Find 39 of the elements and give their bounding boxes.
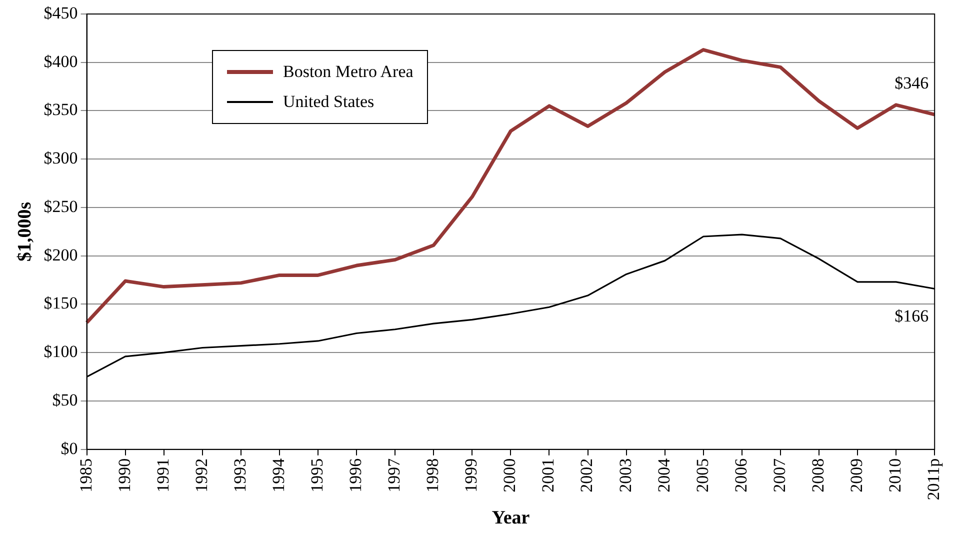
- x-tick-label: 1993: [230, 458, 250, 492]
- x-tick-label: 1995: [307, 458, 326, 492]
- y-tick-label: $250: [44, 196, 78, 216]
- y-tick-label: $100: [44, 342, 78, 362]
- x-tick-label: 2006: [731, 458, 750, 492]
- x-tick-label: 1999: [462, 458, 481, 492]
- x-tick-label: 1996: [346, 458, 366, 492]
- x-tick-label: 2002: [577, 458, 596, 492]
- legend-label: United States: [283, 92, 374, 112]
- y-tick-label: $200: [44, 245, 78, 264]
- annotation: $346: [894, 74, 929, 93]
- x-tick-label: 2004: [654, 458, 674, 492]
- y-tick-label: $450: [44, 3, 78, 22]
- x-tick-label: 2010: [886, 458, 905, 492]
- x-tick-label: 2005: [692, 458, 712, 492]
- y-axis-title: $1,000s: [14, 202, 36, 262]
- y-tick-label: $400: [44, 52, 78, 71]
- y-tick-label: $150: [44, 294, 78, 313]
- x-tick-label: 1997: [384, 458, 404, 492]
- x-tick-label: 1990: [114, 458, 134, 492]
- x-tick-label: 2003: [616, 458, 635, 492]
- y-tick-label: $0: [60, 438, 78, 458]
- x-tick-label: 1998: [423, 458, 442, 492]
- x-tick-label: 2007: [770, 458, 789, 492]
- x-tick-label: 2009: [846, 458, 866, 492]
- y-tick-label: $50: [52, 390, 78, 410]
- x-tick-label: 2001: [538, 458, 558, 492]
- x-axis-title: Year: [492, 508, 530, 529]
- y-tick-label: $350: [44, 100, 78, 120]
- x-tick-label: 2000: [500, 458, 520, 492]
- x-tick-label: 1985: [76, 458, 96, 492]
- x-tick-label: 1992: [192, 458, 211, 492]
- x-tick-label: 1991: [153, 458, 172, 492]
- x-tick-label: 1994: [268, 458, 288, 492]
- x-tick-label: 2011p: [924, 458, 944, 500]
- y-tick-label: $300: [44, 148, 78, 168]
- x-tick-label: 2008: [808, 458, 828, 492]
- legend-label: Boston Metro Area: [283, 62, 414, 82]
- annotation: $166: [894, 306, 929, 326]
